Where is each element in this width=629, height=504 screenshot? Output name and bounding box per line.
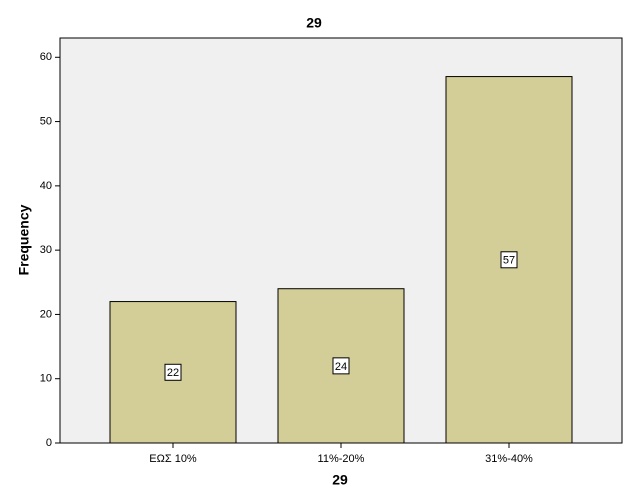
y-tick-label: 20 <box>40 308 52 320</box>
data-label: 24 <box>335 361 347 373</box>
data-label-box <box>500 251 518 269</box>
data-label: 22 <box>167 367 179 379</box>
y-tick-label: 0 <box>46 437 52 449</box>
data-label-box <box>164 363 182 381</box>
x-axis-label: 29 <box>332 472 348 488</box>
x-tick-label: 31%-40% <box>485 453 533 465</box>
y-tick-label: 10 <box>40 373 52 385</box>
chart-title: 29 <box>306 15 322 31</box>
y-tick-label: 40 <box>40 180 52 192</box>
x-tick-label: 11%-20% <box>318 453 365 465</box>
y-tick-label: 60 <box>40 51 52 63</box>
x-tick-label: ΕΩΣ 10% <box>149 453 197 465</box>
y-tick-label: 30 <box>40 244 52 256</box>
data-label-box <box>332 357 350 375</box>
y-tick-label: 50 <box>40 115 52 127</box>
data-label: 57 <box>503 255 515 267</box>
y-axis-label: Frequency <box>16 204 32 275</box>
